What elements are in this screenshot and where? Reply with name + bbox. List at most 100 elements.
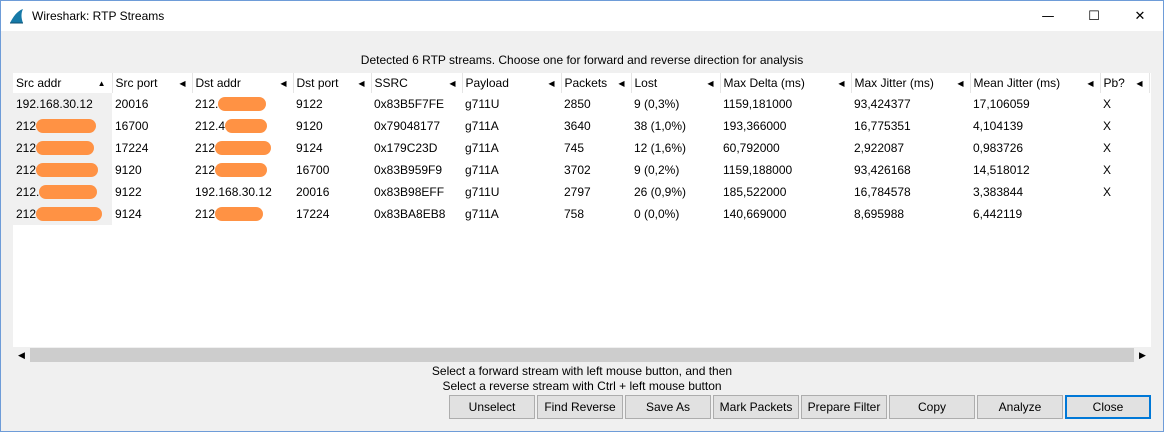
save-as-button[interactable]: Save As (625, 395, 711, 419)
cell-src-port: 9124 (112, 203, 192, 225)
column-header-label: Src addr (16, 76, 62, 90)
cell-text: 16,784578 (854, 185, 911, 199)
column-header[interactable]: Dst port ◀ (293, 73, 372, 93)
cell-text: X (1103, 141, 1112, 155)
find-reverse-button[interactable]: Find Reverse (537, 395, 623, 419)
analyze-button[interactable]: Analyze (977, 395, 1063, 419)
cell-text: 26 (0,9%) (634, 185, 687, 199)
column-header-label: Dst addr (195, 76, 241, 90)
redaction-mark (36, 141, 95, 156)
cell-src-addr: 212 (13, 159, 112, 181)
scrollbar-thumb[interactable] (30, 348, 1134, 362)
cell-packets: 745 (561, 137, 631, 159)
cell-src-addr: 192.168.30.12 (13, 93, 112, 115)
column-header[interactable]: Lost ◀ (631, 73, 721, 93)
cell-text: 212 (16, 140, 37, 155)
cell-dst-port: 9120 (293, 115, 371, 137)
cell-mean-jitter: 0,983726 (970, 137, 1100, 159)
cell-text: 93,426168 (854, 163, 911, 177)
column-header[interactable]: Src addr ▲ (13, 73, 113, 93)
sort-indicator-icon: ◀ (1136, 79, 1143, 88)
column-header[interactable]: SSRC ◀ (371, 73, 463, 93)
column-header[interactable]: Max Delta (ms) ◀ (720, 73, 852, 93)
cell-max-delta: 60,792000 (720, 137, 851, 159)
cell-text: 60,792000 (723, 141, 780, 155)
cell-text: 12 (1,6%) (634, 141, 687, 155)
cell-max-jitter: 16,775351 (851, 115, 970, 137)
cell-src-addr: 212. (13, 181, 112, 203)
close-button[interactable]: Close (1065, 395, 1151, 419)
cell-lost: 12 (1,6%) (631, 137, 720, 159)
column-header[interactable]: Dst addr ◀ (192, 73, 294, 93)
close-window-button[interactable]: ✕ (1134, 8, 1146, 24)
cell-dst-addr: 212 (192, 137, 293, 159)
column-header-label: Mean Jitter (ms) (973, 76, 1061, 90)
redaction-mark (225, 119, 268, 134)
column-header[interactable]: Payload ◀ (462, 73, 562, 93)
column-header[interactable]: Max Jitter (ms) ◀ (851, 73, 971, 93)
copy-button[interactable]: Copy (889, 395, 975, 419)
column-header[interactable]: Mean Jitter (ms) ◀ (970, 73, 1101, 93)
table-row[interactable]: 212. 9122 192.168.30.12 20016 0x83B98EFF g711… (13, 181, 1149, 203)
cell-ssrc: 0x179C23D (371, 137, 462, 159)
table-row[interactable]: 212 16700 212.4 9120 0x79048177 g711A 3640 38 (… (13, 115, 1149, 137)
minimize-button[interactable]: — (1041, 8, 1055, 24)
cell-text: 185,522000 (723, 185, 787, 199)
sort-indicator-icon: ◀ (838, 79, 845, 88)
cell-text: 758 (564, 207, 585, 221)
table-row[interactable]: 212 9124 212 17224 0x83BA8EB8 g711A 758 0 (0,0%… (13, 203, 1149, 225)
cell-text: 212.4 (195, 118, 226, 133)
cell-text: 2,922087 (854, 141, 905, 155)
column-header-label: SSRC (374, 76, 408, 90)
redaction-mark (36, 119, 97, 134)
cell-src-addr: 212 (13, 137, 112, 159)
title-bar[interactable]: Wireshark: RTP Streams — ☐ ✕ (1, 1, 1163, 31)
cell-pb: X (1100, 115, 1149, 137)
cell-text: 192.168.30.12 (16, 97, 93, 111)
cell-mean-jitter: 6,442119 (970, 203, 1100, 225)
column-header[interactable]: Src port ◀ (112, 73, 193, 93)
cell-lost: 9 (0,3%) (631, 93, 720, 115)
table-row[interactable]: 212 17224 212 9124 0x179C23D g711A 745 12 (1,6%… (13, 137, 1149, 159)
mark-packets-button[interactable]: Mark Packets (713, 395, 799, 419)
cell-text: 20016 (115, 97, 149, 111)
cell-max-delta: 1159,188000 (720, 159, 851, 181)
cell-src-port: 9122 (112, 181, 192, 203)
window-title: Wireshark: RTP Streams (32, 9, 165, 23)
redaction-mark (215, 207, 264, 222)
cell-text: 4,104139 (973, 119, 1024, 133)
cell-text: 16,775351 (854, 119, 911, 133)
cell-text: 38 (1,0%) (634, 119, 687, 133)
sort-indicator-icon: ◀ (280, 79, 287, 88)
prepare-filter-button[interactable]: Prepare Filter (801, 395, 887, 419)
cell-mean-jitter: 14,518012 (970, 159, 1100, 181)
cell-text: 9122 (115, 185, 142, 199)
cell-dst-addr: 212 (192, 203, 293, 225)
column-header-label: Dst port (296, 76, 339, 90)
button-bar: Unselect Find Reverse Save As Mark Packe… (449, 395, 1153, 419)
cell-text: 193,366000 (723, 119, 787, 133)
unselect-button[interactable]: Unselect (449, 395, 535, 419)
cell-text: 1159,188000 (723, 163, 793, 177)
cell-text: X (1103, 119, 1112, 133)
table-row[interactable]: 212 9120 212 16700 0x83B959F9 g711A 3702 9 (0,2… (13, 159, 1149, 181)
scroll-left-icon[interactable]: ◀ (18, 350, 25, 360)
table-row[interactable]: 192.168.30.12 20016 212. 9122 0x83B5F7FE g711… (13, 93, 1149, 115)
streams-table[interactable]: Src addr ▲ Src port ◀ Dst addr ◀ Dst port ◀ SSRC… (13, 73, 1151, 347)
column-header-label: Max Delta (ms) (723, 76, 805, 90)
cell-packets: 2850 (561, 93, 631, 115)
cell-text: g711U (465, 97, 500, 111)
horizontal-scrollbar[interactable]: ◀ ▶ (13, 347, 1151, 363)
cell-mean-jitter: 4,104139 (970, 115, 1100, 137)
cell-dst-port: 9122 (293, 93, 371, 115)
column-header[interactable]: Packets ◀ (561, 73, 632, 93)
cell-text: 8,695988 (854, 207, 905, 221)
cell-text: 14,518012 (973, 163, 1030, 177)
cell-text: 3640 (564, 119, 591, 133)
column-header[interactable]: Pb? ◀ (1100, 73, 1150, 93)
maximize-button[interactable]: ☐ (1088, 8, 1100, 24)
cell-text: 0x83B959F9 (374, 163, 443, 177)
cell-packets: 3702 (561, 159, 631, 181)
cell-mean-jitter: 3,383844 (970, 181, 1100, 203)
scroll-right-icon[interactable]: ▶ (1139, 350, 1146, 360)
